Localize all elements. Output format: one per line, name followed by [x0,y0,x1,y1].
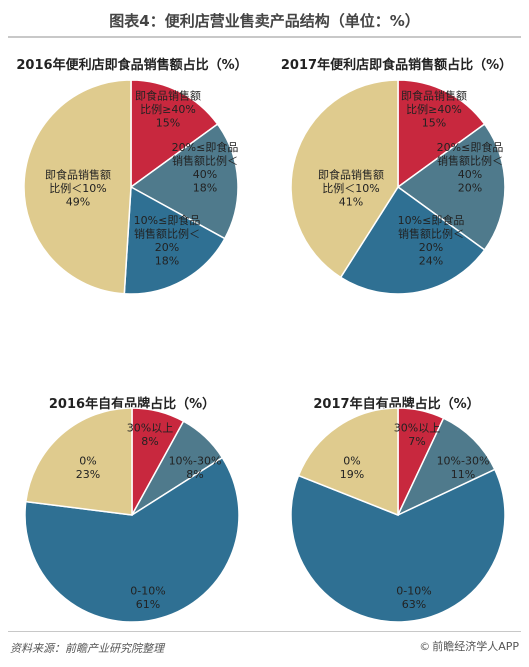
slice-label-line: 即食品销售额 [318,168,384,182]
slice-label-line: 比例≥40% [140,102,196,116]
slice-label-line: 20% [458,181,482,194]
pie-slice [396,417,496,517]
figure-title: 图表4：便利店营业售卖产品结构（单位：%） [109,12,420,30]
chart-title: 2016年自有品牌占比（%） [48,397,216,412]
pie-slice [290,79,399,279]
footer-divider [8,631,521,632]
pie-slice [25,407,133,516]
pie-slice [339,185,486,295]
slice-label-line: 49% [66,196,90,209]
slice-label: 即食品销售额比例＜10% 49% [45,168,111,209]
slice-label-line: 即食品销售额 [401,89,467,103]
pie-panel-2017-food: 2017年便利店即食品销售额占比（%） 即食品销售额比例≥40% 15% 20%≤即… [264,52,529,312]
slice-label: 0-10% 63% [396,584,431,611]
pie-slice [397,79,486,189]
slice-label: 0-10% 61% [130,584,165,611]
slice-label: 10%≤即食品销售额比例＜ 20% 18% [134,213,201,267]
pie-slice [129,123,239,240]
slice-label: 即食品销售额比例＜10% 41% [318,168,384,209]
slice-label: 30%以上 7% [394,421,440,448]
slice-label-line: 11% [451,468,475,481]
slice-label-line: 比例≥40% [406,102,462,116]
source-note: 资料来源：前瞻产业研究院整理 [10,642,164,655]
pie-chart: 即食品销售额比例≥40% 15%20%≤即食品销售额比例＜ 40% 20%10%≤即食… [290,79,506,295]
slice-label-line: 40% [458,168,482,181]
brand-name: 前瞻经济学人APP [432,640,519,653]
slice-label-line: 0% [343,454,360,467]
slice-label-line: 即食品销售额 [45,168,111,182]
slice-label-line: 销售额比例＜ [437,153,503,167]
slice-label: 即食品销售额比例≥40% 15% [401,89,467,130]
pie-panel-2016-private-label: 2016年自有品牌占比（%） 30%以上 8% 10%-30% 8% 0-10% 61% 0… [0,393,264,628]
pie-slice [24,456,240,623]
slice-label: 即食品销售额比例≥40% 15% [135,89,201,130]
slice-label: 0% 19% [340,454,364,481]
pie-panel-2017-private-label: 2017年自有品牌占比（%） 30%以上 7% 10%-30% 11% 0-10% 63%… [264,393,529,628]
slice-label: 0% 23% [76,454,100,481]
slice-label-line: 销售额比例＜ [398,226,464,240]
slice-label-line: 比例＜10% [49,181,106,195]
slice-label-line: 10%-30% [169,454,222,467]
slice-label: 20%≤即食品销售额比例＜ 40% 20% [437,140,504,195]
pie-panel-2016-food: 2016年便利店即食品销售额占比（%） 即食品销售额比例≥40% 15% 20%≤即… [0,52,264,312]
pie-slice [23,79,132,295]
slice-label-line: 24% [419,254,443,267]
slice-label-line: 8% [186,468,203,481]
slice-label: 10%≤即食品销售额比例＜ 20% 24% [398,213,465,267]
slice-label-line: 7% [408,435,425,448]
slice-label-line: 销售额比例＜ [172,153,238,167]
brand-credit: © 前瞻经济学人APP [419,638,519,654]
slice-label-line: 19% [340,468,364,481]
slice-label-line: 15% [422,117,446,130]
slice-label-line: 23% [76,468,100,481]
slice-label-line: 20%≤即食品 [172,140,239,154]
slice-label-line: 63% [402,598,426,611]
copyright-icon: © [419,640,431,653]
slice-label-line: 10%≤即食品 [398,213,465,227]
chart-title: 2017年自有品牌占比（%） [313,397,480,412]
chart-title: 2017年便利店即食品销售额占比（%） [280,58,513,73]
slice-label-line: 0-10% [130,584,165,597]
slice-label-line: 18% [193,181,217,194]
pie-slice [297,407,399,517]
pie-slice [130,79,219,189]
slice-label: 10%-30% 8% [169,454,222,481]
pie-chart: 30%以上 8%10%-30% 8%0-10% 61%0% 23% [24,407,240,623]
chart-title: 2016年便利店即食品销售额占比（%） [16,58,248,73]
slice-label-line: 0% [79,454,96,467]
slice-label: 20%≤即食品销售额比例＜ 40% 18% [172,140,239,195]
slice-label-line: 0-10% [396,584,431,597]
slice-label-line: 即食品销售额 [135,89,201,103]
slice-label-line: 30%以上 [394,421,440,434]
slice-label-line: 18% [155,254,179,267]
pie-slice [396,123,506,251]
slice-label-line: 15% [156,117,180,130]
slice-label-line: 20% [155,241,179,254]
pie-chart: 即食品销售额比例≥40% 15%20%≤即食品销售额比例＜ 40% 18%10%≤即食… [23,79,239,295]
slice-label: 30%以上 8% [127,421,173,448]
slice-label: 10%-30% 11% [437,454,490,481]
pie-chart: 30%以上 7% 10%-30% 11% 0-10% 63% 0% 19% [290,407,506,623]
slice-label-line: 41% [339,196,363,209]
slice-label-line: 40% [193,168,217,181]
slice-label-line: 30%以上 [127,421,173,434]
slice-label-line: 销售额比例＜ [134,226,200,240]
title-divider [8,36,521,38]
pie-slice [290,468,506,623]
slice-label-line: 8% [141,435,158,448]
slice-label-line: 比例＜10% [322,181,379,195]
slice-label-line: 20%≤即食品 [437,140,504,154]
slice-label-line: 61% [136,598,160,611]
slice-label-line: 10%-30% [437,454,490,467]
slice-label-line: 10%≤即食品 [134,213,201,227]
pie-slice [123,185,226,295]
slice-label-line: 20% [419,241,443,254]
